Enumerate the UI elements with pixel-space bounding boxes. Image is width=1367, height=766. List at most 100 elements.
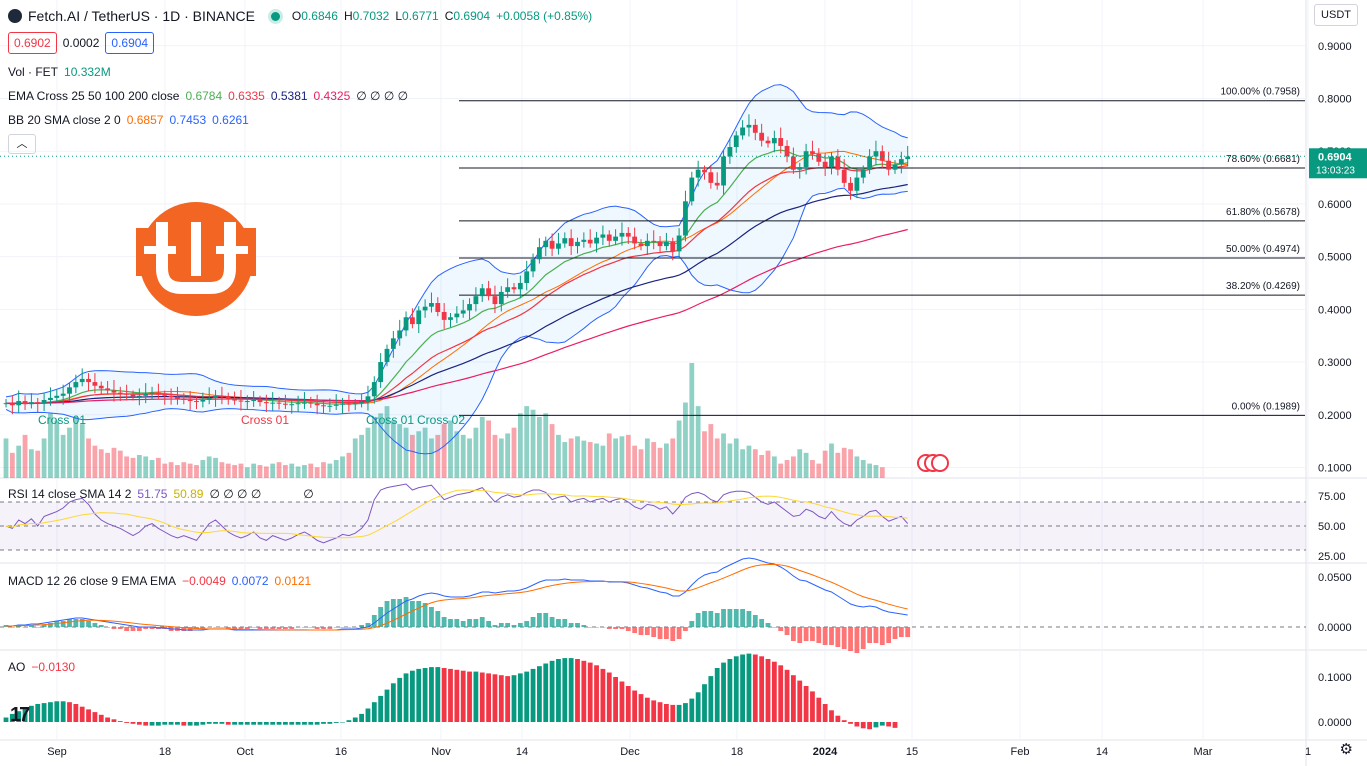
ao-bar	[276, 722, 282, 725]
macd-histogram-bar	[416, 601, 422, 627]
volume-bar	[791, 456, 796, 478]
macd-histogram-bar	[403, 597, 409, 627]
candle-body	[270, 402, 276, 404]
volume-legend[interactable]: Vol · FET 10.332M	[8, 65, 111, 79]
macd-histogram-bar	[867, 627, 872, 643]
ema-legend[interactable]: EMA Cross 25 50 100 200 close 0.6784 0.6…	[8, 89, 409, 103]
volume-bar	[638, 449, 644, 478]
macd-histogram-bar	[263, 627, 269, 629]
macd-histogram-bar	[854, 627, 860, 653]
ao-bar	[340, 722, 345, 723]
macd-histogram-bar	[48, 623, 53, 627]
candle-body	[371, 382, 377, 397]
last-price-label: 0.6904	[1318, 151, 1353, 163]
ao-bar	[454, 669, 460, 722]
volume-bar	[784, 460, 790, 478]
candle-body	[575, 241, 580, 247]
ao-bar	[771, 661, 777, 722]
ao-bar	[327, 722, 333, 724]
candle-body	[537, 247, 542, 260]
volume-bar	[219, 462, 225, 478]
volume-bar	[321, 462, 326, 478]
candle-body	[54, 395, 60, 398]
ao-bar	[746, 653, 752, 722]
macd-histogram-bar	[244, 627, 250, 629]
volume-bar	[333, 460, 339, 478]
macd-histogram-bar	[435, 611, 441, 627]
sell-price-button[interactable]: 0.6902	[8, 32, 57, 54]
ao-bar	[517, 673, 523, 722]
buy-price-button[interactable]: 0.6904	[105, 32, 155, 54]
ao-bar	[892, 722, 898, 728]
high-value: 0.7032	[352, 9, 390, 23]
time-axis-label: 16	[335, 746, 347, 758]
candle-body	[276, 402, 282, 404]
candle-body	[156, 392, 161, 395]
macd-histogram-bar	[41, 625, 47, 627]
ao-bar	[594, 665, 599, 722]
price-tick-label: 0.5000	[1318, 252, 1352, 264]
volume-bar	[625, 434, 631, 478]
ao-bar	[378, 695, 384, 722]
macd-histogram-bar	[714, 613, 720, 627]
candle-body	[619, 232, 625, 237]
macd-histogram-bar	[22, 627, 28, 628]
volume-bar	[594, 443, 599, 478]
macd-histogram-bar	[181, 627, 187, 631]
macd-legend[interactable]: MACD 12 26 close 9 EMA EMA −0.0049 0.007…	[8, 574, 312, 588]
ao-bar	[67, 702, 72, 722]
volume-bar	[556, 434, 561, 478]
symbol-title[interactable]: Fetch.AI / TetherUS · 1D · BINANCE	[28, 8, 255, 24]
collapse-legend-button[interactable]: ︿	[8, 134, 36, 154]
ao-legend[interactable]: AO −0.0130	[8, 660, 76, 674]
volume-bar	[60, 434, 66, 478]
candle-body	[511, 287, 517, 290]
volume-bar	[340, 456, 345, 478]
currency-selector[interactable]: USDT	[1314, 4, 1358, 26]
candle-body	[41, 399, 47, 404]
macd-histogram-bar	[346, 627, 352, 628]
rsi-tick-label: 25.00	[1318, 551, 1346, 563]
macd-histogram-bar	[92, 623, 98, 627]
macd-histogram-bar	[86, 621, 91, 627]
volume-bar	[270, 463, 276, 478]
volume-bar	[365, 427, 371, 478]
fib-level-label: 38.20% (0.4269)	[1226, 281, 1300, 292]
volume-bar	[117, 450, 123, 478]
cross-annotation: Cross 01	[38, 413, 86, 427]
volume-bar	[524, 406, 530, 478]
candle-body	[390, 338, 396, 349]
volume-bar	[41, 438, 47, 478]
volume-bar	[505, 433, 511, 478]
ao-bar	[689, 698, 695, 722]
ao-bar	[498, 675, 504, 722]
candle-body	[854, 177, 860, 191]
ao-bar	[384, 689, 390, 722]
volume-bar	[257, 465, 263, 478]
ao-bar	[346, 720, 352, 722]
last-price-badge	[1309, 148, 1367, 179]
macd-histogram-bar	[733, 609, 739, 627]
ao-bar	[860, 722, 866, 729]
candle-body	[149, 392, 155, 394]
candle-body	[708, 172, 714, 183]
price-tick-label: 0.6000	[1318, 199, 1352, 211]
volume-bar	[829, 443, 834, 478]
ao-bar	[606, 672, 612, 722]
ao-bar	[124, 722, 130, 723]
candle-body	[289, 404, 295, 406]
settings-gear-icon[interactable]: ⚙	[1339, 741, 1353, 758]
volume-bar	[835, 452, 841, 478]
macd-histogram-bar	[613, 627, 618, 629]
bb-legend[interactable]: BB 20 SMA close 2 0 0.6857 0.7453 0.6261	[8, 113, 249, 127]
ao-bar	[835, 715, 841, 722]
cross-annotation: Cross 02	[417, 413, 465, 427]
volume-bar	[867, 463, 872, 478]
volume-bar	[676, 420, 682, 478]
volume-bar	[111, 447, 117, 478]
rsi-legend[interactable]: RSI 14 close SMA 14 2 51.75 50.89 ∅ ∅ ∅ …	[8, 487, 314, 501]
candle-body	[308, 402, 314, 404]
candle-body	[524, 271, 530, 283]
macd-histogram-bar	[225, 627, 231, 629]
